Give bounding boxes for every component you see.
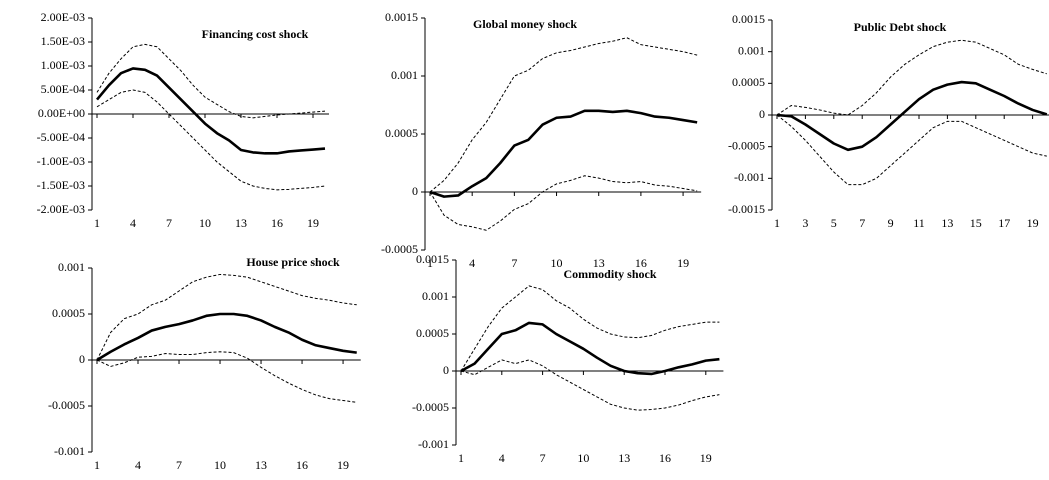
panel-title: Global money shock (473, 17, 577, 31)
band-line (776, 114, 1047, 186)
x-tick-label: 3 (802, 216, 808, 230)
x-tick-label: 16 (635, 256, 647, 270)
y-tick-label: 1.00E-03 (41, 58, 85, 72)
x-tick-label: 16 (271, 216, 283, 230)
band-line (460, 285, 720, 372)
x-tick-label: 1 (94, 458, 100, 472)
y-tick-label: 0 (412, 184, 418, 198)
y-tick-label: -0.001 (418, 437, 449, 451)
x-tick-label: 15 (970, 216, 982, 230)
y-tick-label: 5.00E-04 (41, 82, 85, 96)
band-line (96, 351, 357, 403)
response-line (429, 109, 698, 198)
y-tick-label: -0.0015 (728, 202, 765, 216)
y-tick-label: -0.0005 (728, 138, 765, 152)
x-tick-label: 19 (337, 458, 349, 472)
band-line (96, 43, 326, 119)
x-tick-label: 13 (235, 216, 247, 230)
y-tick-label: 0.001 (391, 68, 418, 82)
y-tick-label: 0.0005 (732, 75, 765, 89)
y-tick-label: 0 (443, 363, 449, 377)
x-tick-label: 19 (700, 451, 712, 465)
x-tick-label: 19 (307, 216, 319, 230)
response-line (460, 321, 720, 376)
x-tick-label: 1 (427, 256, 433, 270)
band-line (429, 37, 698, 193)
y-tick-label: 0.0005 (385, 126, 418, 140)
x-tick-label: 7 (540, 451, 546, 465)
x-tick-label: 16 (296, 458, 308, 472)
panel-title: Commodity shock (563, 267, 656, 281)
x-tick-label: 4 (499, 451, 505, 465)
y-tick-label: 0 (79, 352, 85, 366)
y-tick-label: 0.0005 (416, 326, 449, 340)
x-tick-label: 4 (135, 458, 141, 472)
x-tick-label: 10 (551, 256, 563, 270)
y-tick-label: -1.00E-03 (37, 154, 85, 168)
x-tick-label: 4 (130, 216, 136, 230)
x-tick-label: 7 (859, 216, 865, 230)
x-tick-label: 13 (593, 256, 605, 270)
x-tick-label: 10 (577, 451, 589, 465)
x-tick-label: 10 (214, 458, 226, 472)
x-tick-label: 11 (913, 216, 925, 230)
y-tick-label: 0.0015 (416, 252, 449, 266)
x-tick-label: 7 (511, 256, 517, 270)
y-tick-label: 1.50E-03 (41, 34, 85, 48)
y-tick-label: 0.0005 (52, 306, 85, 320)
x-tick-label: 19 (1027, 216, 1039, 230)
x-tick-label: 16 (659, 451, 671, 465)
panel-title: Public Debt shock (854, 20, 947, 34)
y-tick-label: -5.00E-04 (37, 130, 85, 144)
band-line (460, 359, 720, 411)
response-line (96, 312, 357, 362)
y-tick-label: -0.001 (734, 170, 765, 184)
y-tick-label: 0 (759, 107, 765, 121)
band-line (96, 273, 357, 361)
x-tick-label: 10 (199, 216, 211, 230)
band-line (776, 39, 1047, 116)
x-tick-label: 9 (888, 216, 894, 230)
response-line (776, 80, 1048, 152)
x-tick-label: 7 (166, 216, 172, 230)
y-tick-label: -0.0005 (381, 242, 418, 256)
x-tick-label: 13 (618, 451, 630, 465)
y-tick-label: 0.0015 (732, 12, 765, 26)
y-tick-label: -0.001 (54, 444, 85, 458)
x-tick-label: 5 (831, 216, 837, 230)
y-tick-label: -0.0005 (412, 400, 449, 414)
x-tick-label: 1 (774, 216, 780, 230)
x-tick-label: 1 (458, 451, 464, 465)
panel-title: Financing cost shock (202, 27, 309, 41)
y-tick-label: 0.0015 (385, 10, 418, 24)
response-line (96, 67, 326, 155)
x-tick-label: 13 (941, 216, 953, 230)
x-tick-label: 4 (469, 256, 475, 270)
x-tick-label: 17 (998, 216, 1010, 230)
y-tick-label: -0.0005 (48, 398, 85, 412)
x-tick-label: 19 (677, 256, 689, 270)
panel-title: House price shock (246, 255, 340, 269)
x-tick-label: 7 (176, 458, 182, 472)
y-tick-label: 0.001 (738, 43, 765, 57)
y-tick-label: 0.001 (422, 289, 449, 303)
y-tick-label: -2.00E-03 (37, 202, 85, 216)
band-line (429, 175, 698, 231)
y-tick-label: -1.50E-03 (37, 178, 85, 192)
y-tick-label: 2.00E-03 (41, 10, 85, 24)
x-tick-label: 1 (94, 216, 100, 230)
y-tick-label: 0.00E+00 (38, 106, 85, 120)
y-tick-label: 0.001 (58, 260, 85, 274)
band-line (96, 89, 326, 191)
x-tick-label: 13 (255, 458, 267, 472)
